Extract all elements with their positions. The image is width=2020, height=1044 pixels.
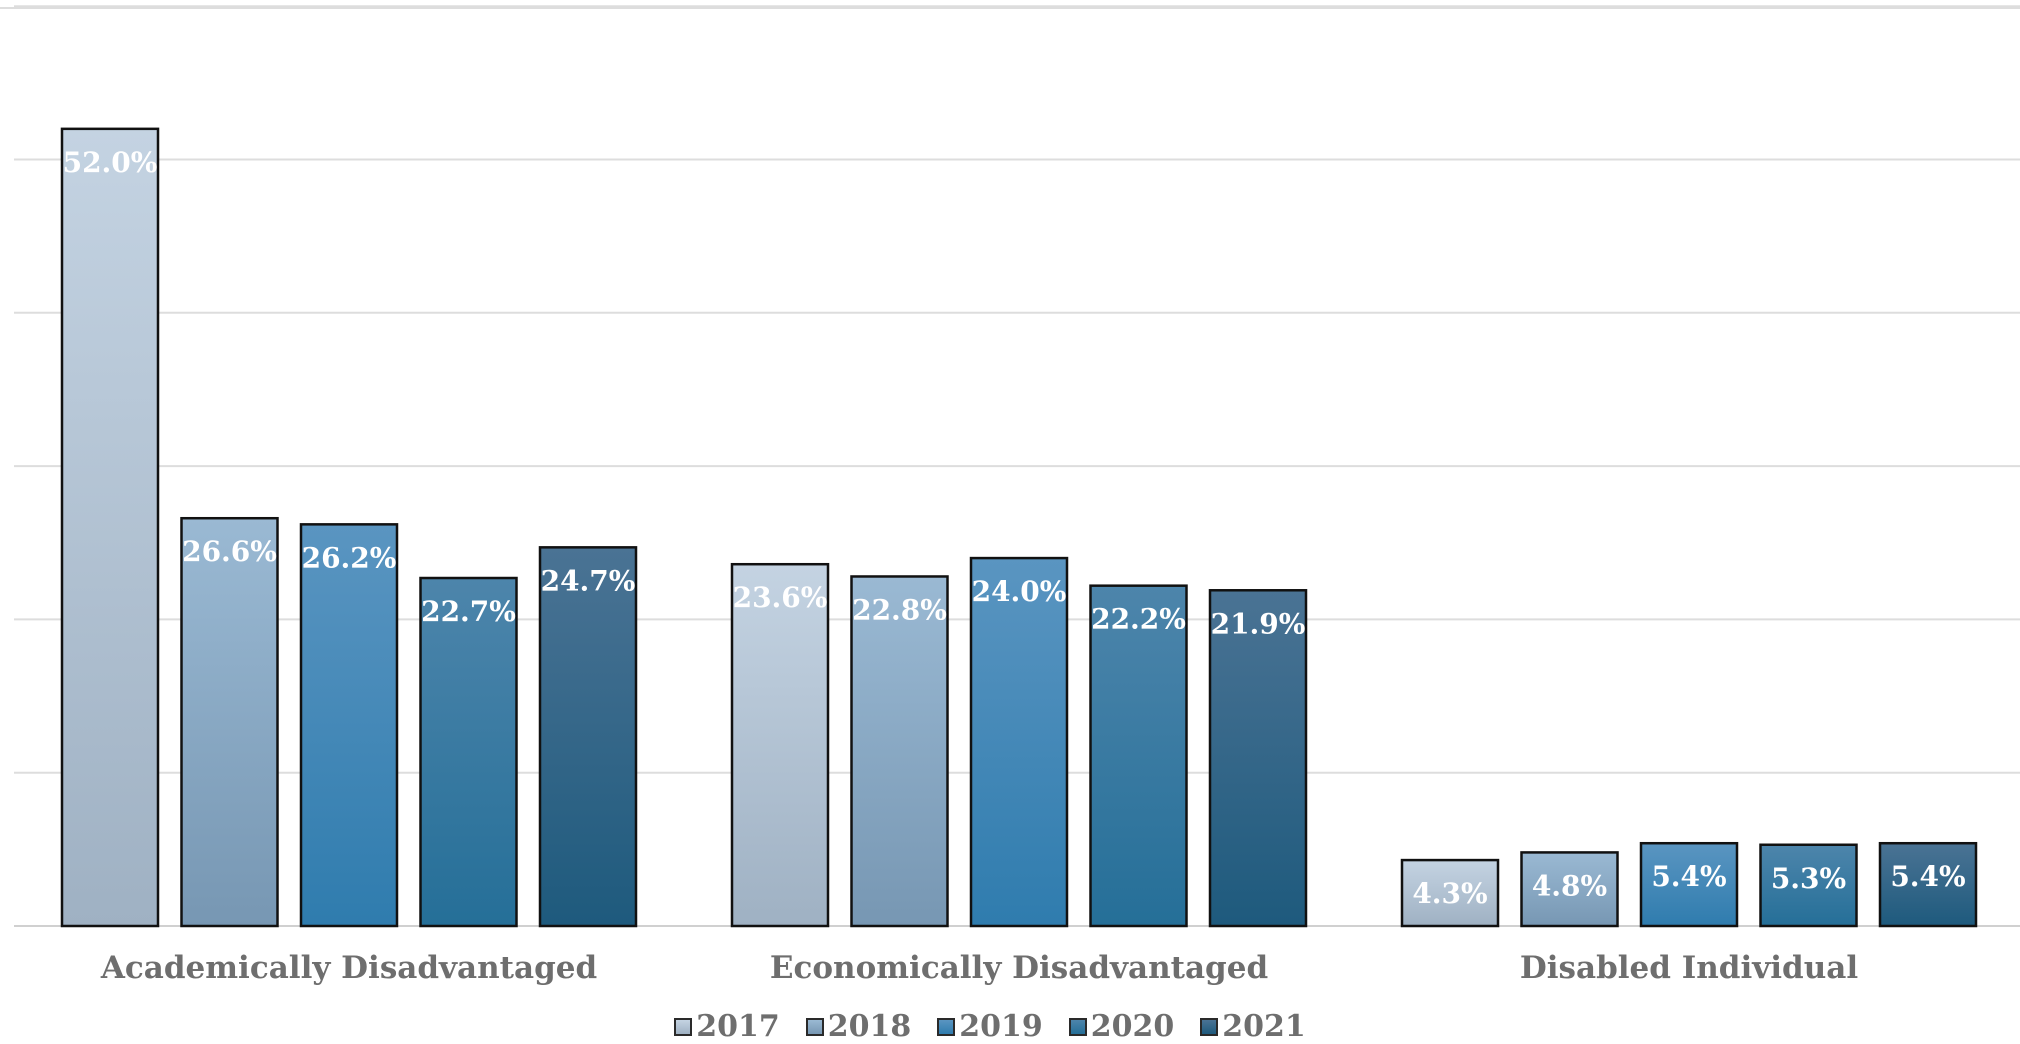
legend-label: 2017 <box>696 1009 780 1044</box>
data-label: 22.8% <box>852 593 947 626</box>
bars <box>60 127 1978 928</box>
legend-item-2019: 2019 <box>937 1012 1043 1042</box>
bar-2019-1 <box>969 556 1069 928</box>
bar-2017-0 <box>60 127 160 928</box>
data-label: 26.6% <box>182 535 277 568</box>
category-label: Academically Disadvantaged <box>100 950 597 986</box>
legend-item-2021: 2021 <box>1200 1012 1306 1042</box>
data-label: 5.4% <box>1890 860 1965 893</box>
legend-item-2017: 2017 <box>674 1012 780 1042</box>
legend-label: 2019 <box>959 1009 1043 1044</box>
bar-2018-0 <box>180 516 279 928</box>
bar-2019-0 <box>299 523 399 928</box>
data-label: 5.3% <box>1771 862 1846 895</box>
data-label: 4.8% <box>1532 869 1607 902</box>
legend-label: 2021 <box>1222 1009 1306 1044</box>
legend-item-2018: 2018 <box>805 1009 912 1044</box>
bar-2020-1 <box>1089 584 1188 928</box>
data-label: 52.0% <box>63 146 158 179</box>
bar-2018-1 <box>850 575 949 928</box>
category-label: Disabled Individual <box>1520 950 1858 986</box>
bar-2021-1 <box>1208 589 1308 928</box>
legend-swatch <box>1200 1018 1219 1036</box>
legend-swatch <box>1068 1018 1087 1036</box>
data-label: 22.2% <box>1091 603 1186 636</box>
legend-swatch <box>937 1018 956 1036</box>
data-label: 4.3% <box>1412 877 1487 910</box>
legend-label: 2020 <box>1090 1009 1175 1044</box>
data-label: 5.4% <box>1651 860 1726 893</box>
data-label: 21.9% <box>1211 607 1306 640</box>
bar-2021-0 <box>538 546 638 928</box>
data-label: 23.6% <box>733 581 828 614</box>
bar-2017-2 <box>1400 858 1500 928</box>
bar-2021-2 <box>1878 841 1978 928</box>
data-label: 24.0% <box>972 575 1067 608</box>
legend-swatch <box>674 1018 693 1036</box>
bar-chart: 52.0% 26.6% 26.2% 22.7% 24.7% 23.6% 22.8% 24.0%… <box>0 5 2020 986</box>
legend: 2017 2018 2019 2020 2021 <box>0 1010 2020 1044</box>
bar-2019-2 <box>1639 841 1739 928</box>
bar-2017-1 <box>730 562 830 928</box>
data-label: 24.7% <box>541 564 636 597</box>
legend-label: 2018 <box>827 1009 912 1044</box>
category-label: Economically Disadvantaged <box>770 950 1268 986</box>
legend-swatch <box>805 1018 824 1036</box>
bar-2018-2 <box>1520 851 1619 928</box>
category-axis-labels: Academically Disadvantaged Economically D… <box>100 950 1858 986</box>
data-labels: 52.0% 26.6% 26.2% 22.7% 24.7% 23.6% 22.8% 24.0%… <box>63 146 1966 910</box>
data-label: 26.2% <box>302 541 397 574</box>
bar-2020-2 <box>1759 843 1858 928</box>
data-label: 22.7% <box>421 595 516 628</box>
bar-2020-0 <box>419 576 518 928</box>
legend-item-2020: 2020 <box>1068 1009 1175 1044</box>
